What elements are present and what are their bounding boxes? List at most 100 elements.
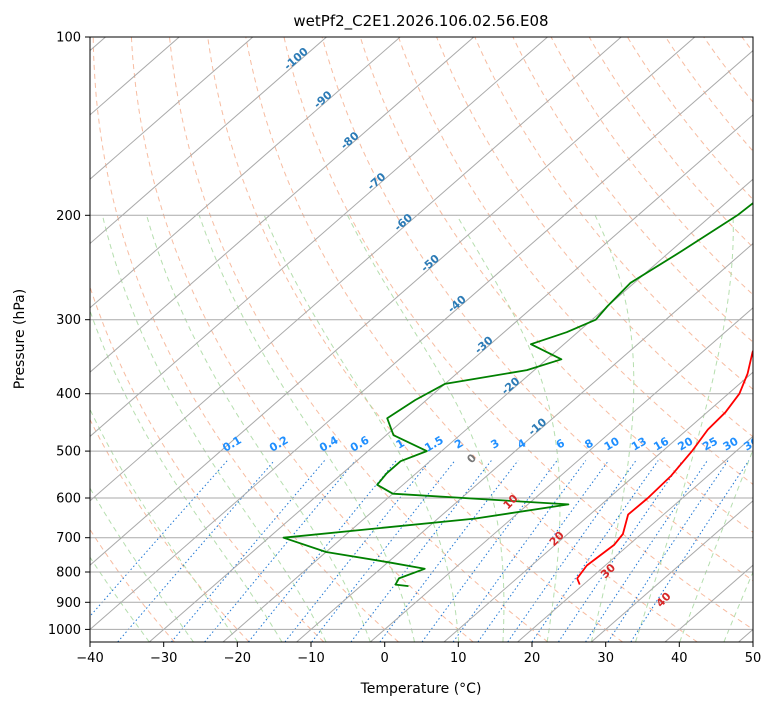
y-tick-label: 400 [56,387,81,402]
dry-adiabat-line [169,37,549,642]
isotherm-line [738,628,753,642]
moist-adiabat-label: 20 [547,529,567,549]
moist-adiabat-line [90,408,239,642]
chart-title: wetPf2_C2E1.2026.106.02.56.E08 [293,12,548,31]
isotherm-label: -50 [418,252,442,275]
isotherm-line [90,49,753,631]
grid-lines [90,37,753,642]
y-tick-label: 800 [56,566,81,581]
y-axis-label: Pressure (hPa) [12,289,28,389]
dry-adiabat-line [321,37,753,582]
x-tick-label: 50 [745,651,762,666]
data-series [282,201,753,587]
isotherm-label: -70 [365,170,389,193]
x-tick-label: −20 [224,651,251,666]
isotherm-label: -100 [281,45,311,73]
y-tick-label: 100 [56,31,81,46]
mixing-ratio-label: 1 [394,437,407,452]
isotherm-line [90,37,401,309]
moist-adiabat-line [198,215,415,642]
y-tick-label: 200 [56,209,81,224]
isotherm-line [90,37,475,373]
y-tick-label: 700 [56,531,81,546]
isotherm-line [590,500,753,642]
isotherm-line [296,242,753,642]
x-tick-label: −10 [297,651,324,666]
y-tick-label: 600 [56,492,81,507]
moist-adiabat-label: 10 [501,492,521,512]
isotherm-line [90,37,254,180]
isotherm-line [443,371,753,642]
mixing-ratio-line [171,460,325,642]
y-axis-ticks: 100 200 300 400 500 600 700 800 900 1000 [48,31,90,638]
x-tick-label: 0 [381,651,389,666]
dry-adiabat-line [550,37,753,296]
isotherm-line [222,178,753,642]
x-tick-label: 20 [524,651,541,666]
isotherm-label: -80 [338,129,362,152]
isotherm-line [90,37,548,438]
x-tick-label: 40 [671,651,688,666]
mixing-ratio-line [507,460,637,642]
moist-adiabat-line [679,448,753,642]
y-tick-label: 1000 [48,623,81,638]
dry-adiabat-line [90,285,325,642]
moist-adiabat-label: 0 [464,451,479,466]
temperature-line [576,349,753,585]
moist-adiabat-line [90,487,194,642]
isotherm-line [664,564,753,642]
mixing-ratio-line [311,460,456,642]
y-tick-label: 500 [56,445,81,460]
isotherm-label: -40 [445,293,469,316]
background-lines [90,37,753,642]
isotherm-line [90,37,696,566]
mixing-ratio-line [477,460,610,642]
mixing-ratio-line [350,460,492,642]
mixing-ratio-line [531,460,659,642]
moist-adiabat-line [723,570,753,642]
mixing-ratio-label: 3 [488,437,501,452]
isotherm-line [90,37,622,502]
dry-adiabat-line [588,37,753,249]
mixing-ratio-line [90,460,228,617]
dry-adiabat-line [90,528,175,642]
mixing-ratio-line [630,460,750,642]
moist-adiabat-line [263,215,460,642]
dewpoint-line [282,201,753,587]
dry-adiabat-line [474,37,753,390]
mixing-ratio-label: 6 [554,436,567,451]
mixing-ratio-line [117,460,275,642]
dry-adiabat-line [207,37,623,642]
mixing-ratio-label: 36 [742,434,762,453]
moist-adiabat-line [456,215,561,642]
y-tick-label: 300 [56,313,81,328]
dry-adiabat-line [245,37,698,642]
moist-adiabat-line [590,215,635,642]
dry-adiabat-line [703,37,753,103]
isotherm-line [517,435,753,642]
isotherm-line [369,307,753,642]
moist-adiabat-line [90,556,150,642]
x-tick-label: 30 [597,651,614,666]
dry-adiabat-line [512,37,753,343]
x-axis-label: Temperature (°C) [360,681,482,697]
dry-adiabat-line [90,418,250,642]
y-tick-label: 900 [56,596,81,611]
x-tick-label: −40 [76,651,103,666]
dry-adiabat-line [92,37,399,642]
isotherm-label: -60 [392,211,416,234]
plot-frame [89,36,754,643]
moist-adiabat-line [102,215,327,642]
x-tick-label: −30 [150,651,177,666]
dry-adiabat-line [741,37,753,53]
x-axis-ticks: −40 −30 −20 −10 0 10 20 30 40 50 [76,642,761,666]
mixing-ratio-line [607,460,729,642]
dry-adiabat-line [283,37,753,631]
mixing-ratio-label: 8 [582,437,595,452]
isotherm-label: -90 [311,88,335,111]
moist-adiabat-line [635,215,734,642]
isotherm-label: -10 [526,415,550,438]
isotherm-label: -30 [472,334,496,357]
moist-adiabat-line [347,215,505,642]
